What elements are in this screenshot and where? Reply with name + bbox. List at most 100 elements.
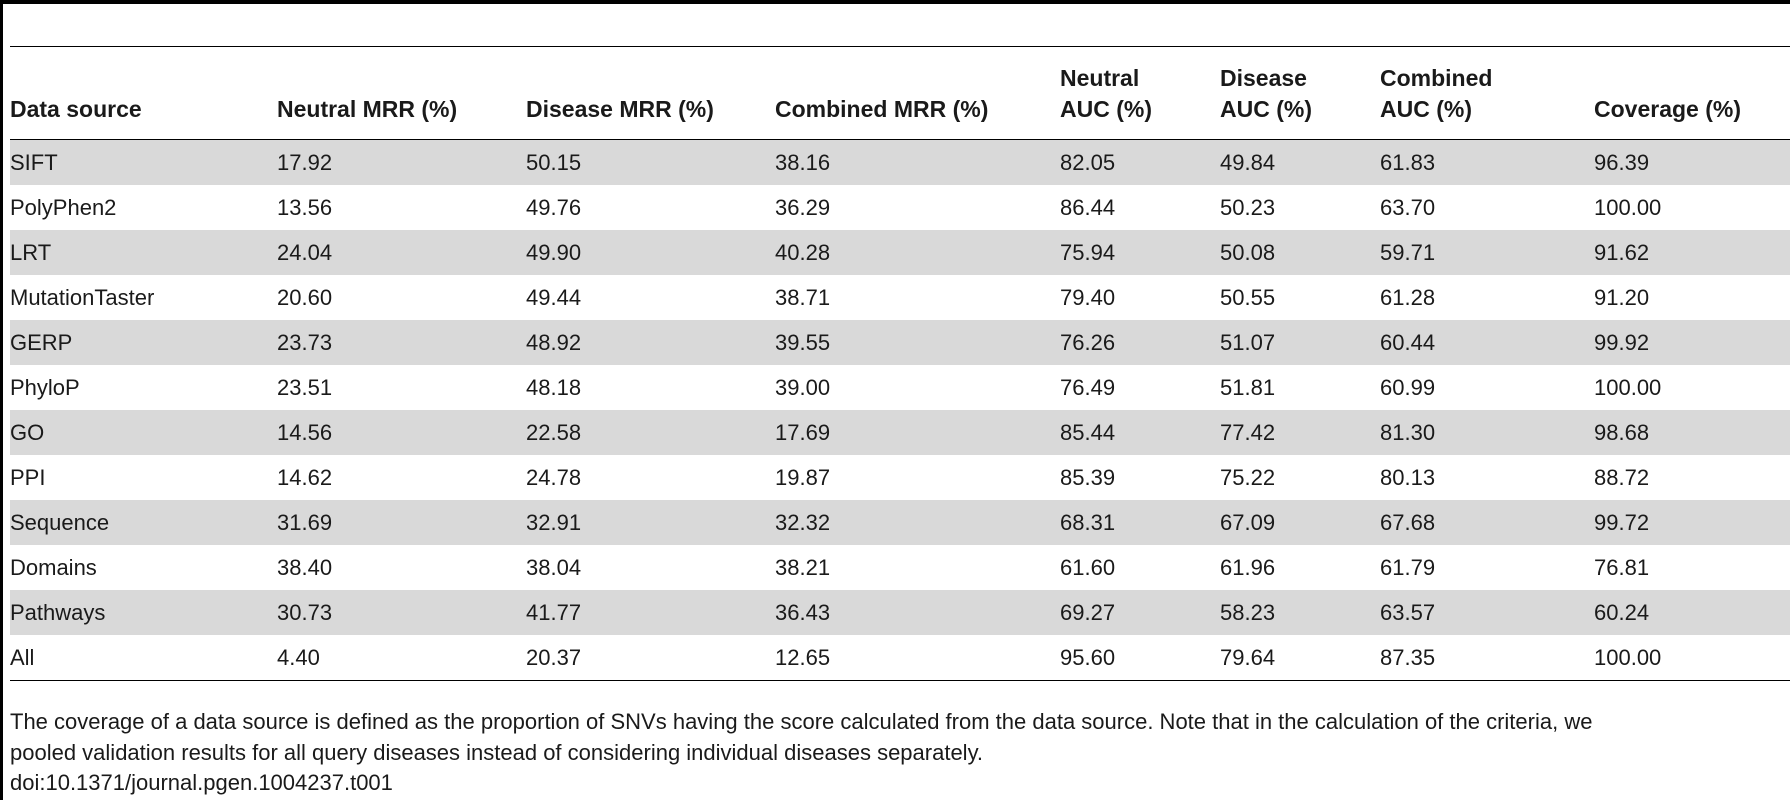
data-source-cell: GO [10, 410, 277, 455]
value-cell: 41.77 [526, 590, 775, 635]
value-cell: 63.57 [1380, 590, 1594, 635]
table-row: Pathways 30.73 41.77 36.43 69.27 58.23 63.57 60… [10, 590, 1790, 635]
value-cell: 67.68 [1380, 500, 1594, 545]
value-cell: 81.30 [1380, 410, 1594, 455]
value-cell: 14.56 [277, 410, 526, 455]
value-cell: 59.71 [1380, 230, 1594, 275]
value-cell: 38.21 [775, 554, 831, 580]
value-cell: 32.32 [775, 500, 1060, 545]
value-cell: 61.60 [1060, 554, 1116, 580]
value-cell: 79.64 [1220, 644, 1276, 670]
column-header: Neutral MRR (%) [277, 46, 526, 140]
value-cell: 20.60 [277, 284, 333, 310]
value-cell: 68.31 [1060, 500, 1220, 545]
value-cell: 98.68 [1594, 410, 1790, 455]
data-source-cell: PhyloP [10, 374, 80, 400]
column-header-text: Neutral MRR (%) [277, 96, 458, 122]
value-cell: 67.09 [1220, 500, 1380, 545]
value-cell: 13.56 [277, 194, 333, 220]
column-header-text: AUC (%) [1060, 96, 1152, 122]
value-cell: 49.84 [1220, 139, 1380, 185]
value-cell: 100.00 [1594, 644, 1662, 670]
data-source-cell: PolyPhen2 [10, 194, 117, 220]
column-header: Combined MRR (%) [775, 46, 1060, 140]
column-header-text: AUC (%) [1220, 96, 1312, 122]
footnote-line: pooled validation results for all query … [10, 740, 984, 765]
value-cell: 49.76 [526, 194, 582, 220]
column-header-text: Combined MRR (%) [775, 96, 989, 122]
results-table-container: Data source Neutral MRR (%) Disease MRR (%… [10, 46, 1790, 681]
column-header: Combined AUC (%) [1380, 46, 1594, 140]
column-header-text: Coverage (%) [1594, 96, 1741, 122]
table-header-row: Data source Neutral MRR (%) Disease MRR (%… [10, 46, 1790, 140]
value-cell: 99.72 [1594, 500, 1790, 545]
value-cell: 50.23 [1220, 194, 1276, 220]
value-cell: 36.43 [775, 590, 1060, 635]
value-cell: 50.08 [1220, 230, 1380, 275]
value-cell: 100.00 [1594, 374, 1662, 400]
value-cell: 14.62 [277, 464, 333, 490]
left-border-rule [0, 0, 3, 800]
value-cell: 49.90 [526, 230, 775, 275]
value-cell: 88.72 [1594, 464, 1650, 490]
data-source-cell: SIFT [10, 139, 277, 185]
value-cell: 49.44 [526, 284, 582, 310]
data-source-cell: MutationTaster [10, 284, 155, 310]
value-cell: 39.55 [775, 320, 1060, 365]
value-cell: 75.94 [1060, 230, 1220, 275]
value-cell: 39.00 [775, 374, 831, 400]
table-row: SIFT 17.92 50.15 38.16 82.05 49.84 61.83 96.39 [10, 139, 1790, 185]
data-source-cell: Sequence [10, 500, 277, 545]
value-cell: 61.79 [1380, 554, 1436, 580]
value-cell: 100.00 [1594, 194, 1662, 220]
value-cell: 40.28 [775, 230, 1060, 275]
value-cell: 23.51 [277, 374, 333, 400]
value-cell: 50.55 [1220, 284, 1276, 310]
value-cell: 60.44 [1380, 320, 1594, 365]
table-row: PolyPhen2 13.56 49.76 36.29 86.44 50.23 63.70 1… [10, 185, 1790, 230]
column-header: Disease MRR (%) [526, 46, 775, 140]
value-cell: 22.58 [526, 410, 775, 455]
column-header-text: Disease MRR (%) [526, 96, 714, 122]
value-cell: 48.92 [526, 320, 775, 365]
value-cell: 60.99 [1380, 374, 1436, 400]
value-cell: 86.44 [1060, 194, 1116, 220]
value-cell: 31.69 [277, 500, 526, 545]
table-row: All 4.40 20.37 12.65 95.60 79.64 87.35 100.00 [10, 635, 1790, 681]
column-header-text: Disease [1220, 65, 1307, 91]
value-cell: 79.40 [1060, 284, 1116, 310]
value-cell: 36.29 [775, 194, 831, 220]
value-cell: 69.27 [1060, 590, 1220, 635]
value-cell: 30.73 [277, 590, 526, 635]
value-cell: 91.20 [1594, 284, 1650, 310]
value-cell: 76.49 [1060, 374, 1116, 400]
table-row: MutationTaster 20.60 49.44 38.71 79.40 50.55 6… [10, 275, 1790, 320]
value-cell: 96.39 [1594, 139, 1790, 185]
column-header-text: AUC (%) [1380, 96, 1472, 122]
table-row: PhyloP 23.51 48.18 39.00 76.49 51.81 60.99 100.… [10, 365, 1790, 410]
value-cell: 61.83 [1380, 139, 1594, 185]
value-cell: 12.65 [775, 644, 831, 670]
table-footnote: The coverage of a data source is defined… [10, 706, 1790, 768]
top-border-rule [0, 0, 1790, 4]
column-header: Disease AUC (%) [1220, 46, 1380, 140]
data-source-cell: Domains [10, 554, 97, 580]
table-row: Domains 38.40 38.04 38.21 61.60 61.96 61.79 76.… [10, 545, 1790, 590]
value-cell: 82.05 [1060, 139, 1220, 185]
value-cell: 48.18 [526, 374, 582, 400]
value-cell: 38.04 [526, 554, 582, 580]
value-cell: 75.22 [1220, 464, 1276, 490]
value-cell: 61.28 [1380, 284, 1436, 310]
column-header-text: Neutral [1060, 65, 1140, 91]
data-source-cell: PPI [10, 464, 46, 490]
value-cell: 4.40 [277, 644, 320, 670]
value-cell: 19.87 [775, 464, 831, 490]
value-cell: 17.92 [277, 139, 526, 185]
value-cell: 87.35 [1380, 644, 1436, 670]
table-row: PPI 14.62 24.78 19.87 85.39 75.22 80.13 88.72 [10, 455, 1790, 500]
column-header: Coverage (%) [1594, 46, 1790, 140]
results-table: Data source Neutral MRR (%) Disease MRR (%… [10, 46, 1790, 681]
value-cell: 85.39 [1060, 464, 1116, 490]
value-cell: 77.42 [1220, 410, 1380, 455]
value-cell: 24.78 [526, 464, 582, 490]
